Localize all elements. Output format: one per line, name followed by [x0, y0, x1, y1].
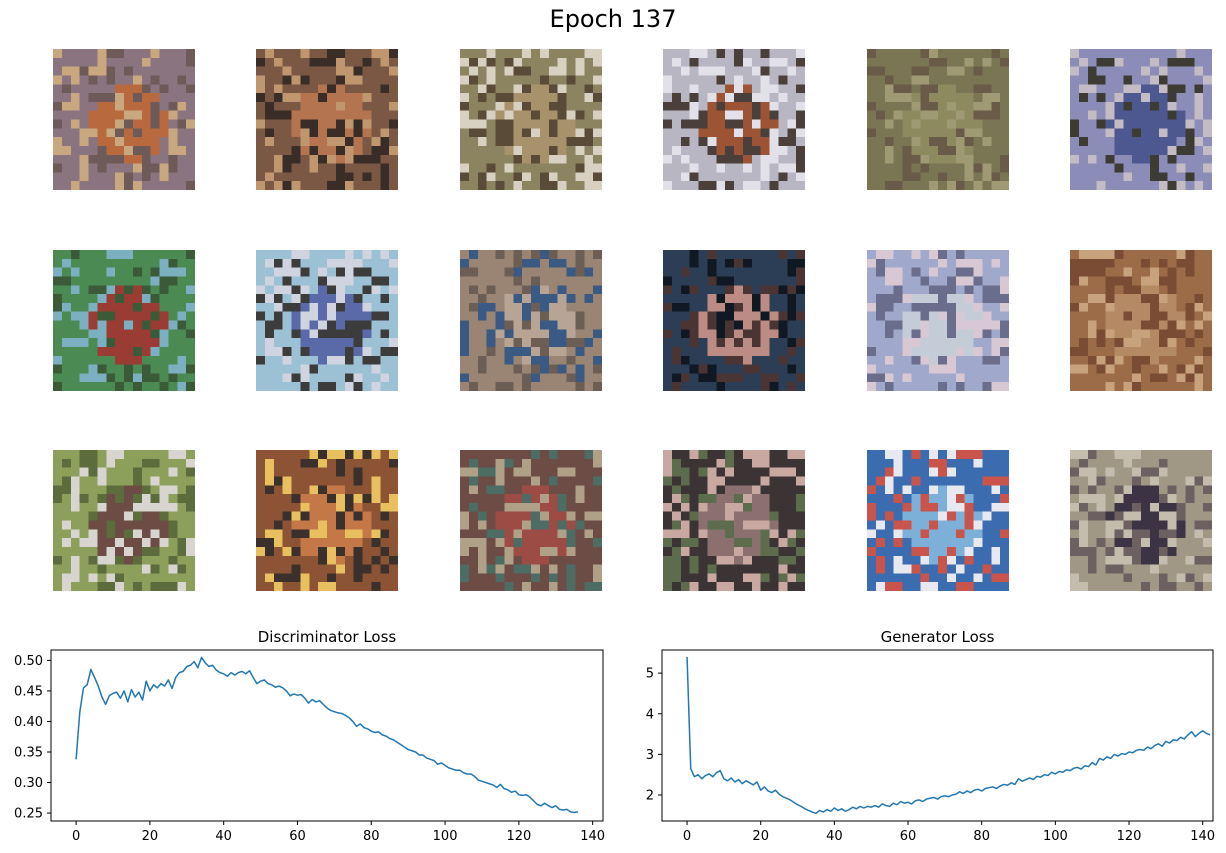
generated-sample-4 — [663, 49, 805, 190]
generated-sample-8 — [256, 250, 398, 391]
generator-y-tick-label: 4 — [646, 707, 654, 722]
generated-sample-11 — [867, 250, 1009, 391]
generated-sample-14 — [256, 450, 398, 591]
generated-sample-6 — [1070, 49, 1212, 190]
generator-x-tick-label: 100 — [1043, 829, 1068, 844]
discriminator-axes-frame — [50, 649, 604, 822]
generated-sample-10 — [663, 250, 805, 391]
discriminator-x-tick-label: 120 — [506, 829, 531, 844]
generated-sample-17 — [867, 450, 1009, 591]
generator-loss-plot: Generator Loss 0 20 40 60 80 100 120 140 2 3 4 5 — [646, 628, 1215, 844]
generator-x-tick-label: 0 — [683, 829, 691, 844]
generated-sample-18 — [1070, 450, 1212, 591]
generator-loss-line — [686, 656, 1211, 815]
discriminator-loss-plot: Discriminator Loss 0 20 40 60 80 100 120 140 0.25… — [14, 628, 605, 844]
generated-sample-2 — [256, 49, 398, 190]
generator-x-tick-label: 20 — [752, 829, 769, 844]
discriminator-y-tick-label: 0.50 — [14, 654, 43, 669]
generator-loss-title: Generator Loss — [881, 628, 995, 646]
generated-sample-15 — [460, 450, 602, 591]
discriminator-loss-line — [75, 656, 579, 814]
generated-sample-13 — [53, 450, 195, 591]
generator-y-tick-label: 3 — [646, 748, 654, 763]
generator-y-tick-label: 5 — [646, 667, 654, 682]
discriminator-x-tick-label: 140 — [580, 829, 605, 844]
discriminator-x-tick-label: 40 — [215, 829, 232, 844]
figure-title: Epoch 137 — [549, 5, 677, 33]
generator-x-tick-label: 140 — [1190, 829, 1215, 844]
discriminator-y-tick-label: 0.35 — [14, 745, 43, 760]
generated-sample-5 — [867, 49, 1009, 190]
generator-x-tick-label: 80 — [973, 829, 990, 844]
generator-y-tick-label: 2 — [646, 789, 654, 804]
generator-x-tick-label: 60 — [900, 829, 917, 844]
generated-sample-7 — [53, 250, 195, 391]
discriminator-y-tick-label: 0.40 — [14, 715, 43, 730]
generated-sample-12 — [1070, 250, 1212, 391]
generator-x-tick-label: 40 — [826, 829, 843, 844]
generated-sample-16 — [663, 450, 805, 591]
generator-x-tick-label: 120 — [1117, 829, 1142, 844]
discriminator-y-tick-label: 0.45 — [14, 684, 43, 699]
discriminator-x-tick-label: 0 — [72, 829, 80, 844]
discriminator-x-tick-label: 60 — [289, 829, 306, 844]
discriminator-x-tick-label: 100 — [433, 829, 458, 844]
generated-sample-3 — [460, 49, 602, 190]
generator-axes-frame — [661, 649, 1214, 822]
discriminator-loss-title: Discriminator Loss — [258, 628, 397, 646]
discriminator-x-tick-label: 80 — [363, 829, 380, 844]
generated-sample-9 — [460, 250, 602, 391]
discriminator-y-tick-label: 0.25 — [14, 807, 43, 822]
discriminator-x-tick-label: 20 — [142, 829, 159, 844]
generated-sample-1 — [53, 49, 195, 190]
discriminator-y-tick-label: 0.30 — [14, 776, 43, 791]
